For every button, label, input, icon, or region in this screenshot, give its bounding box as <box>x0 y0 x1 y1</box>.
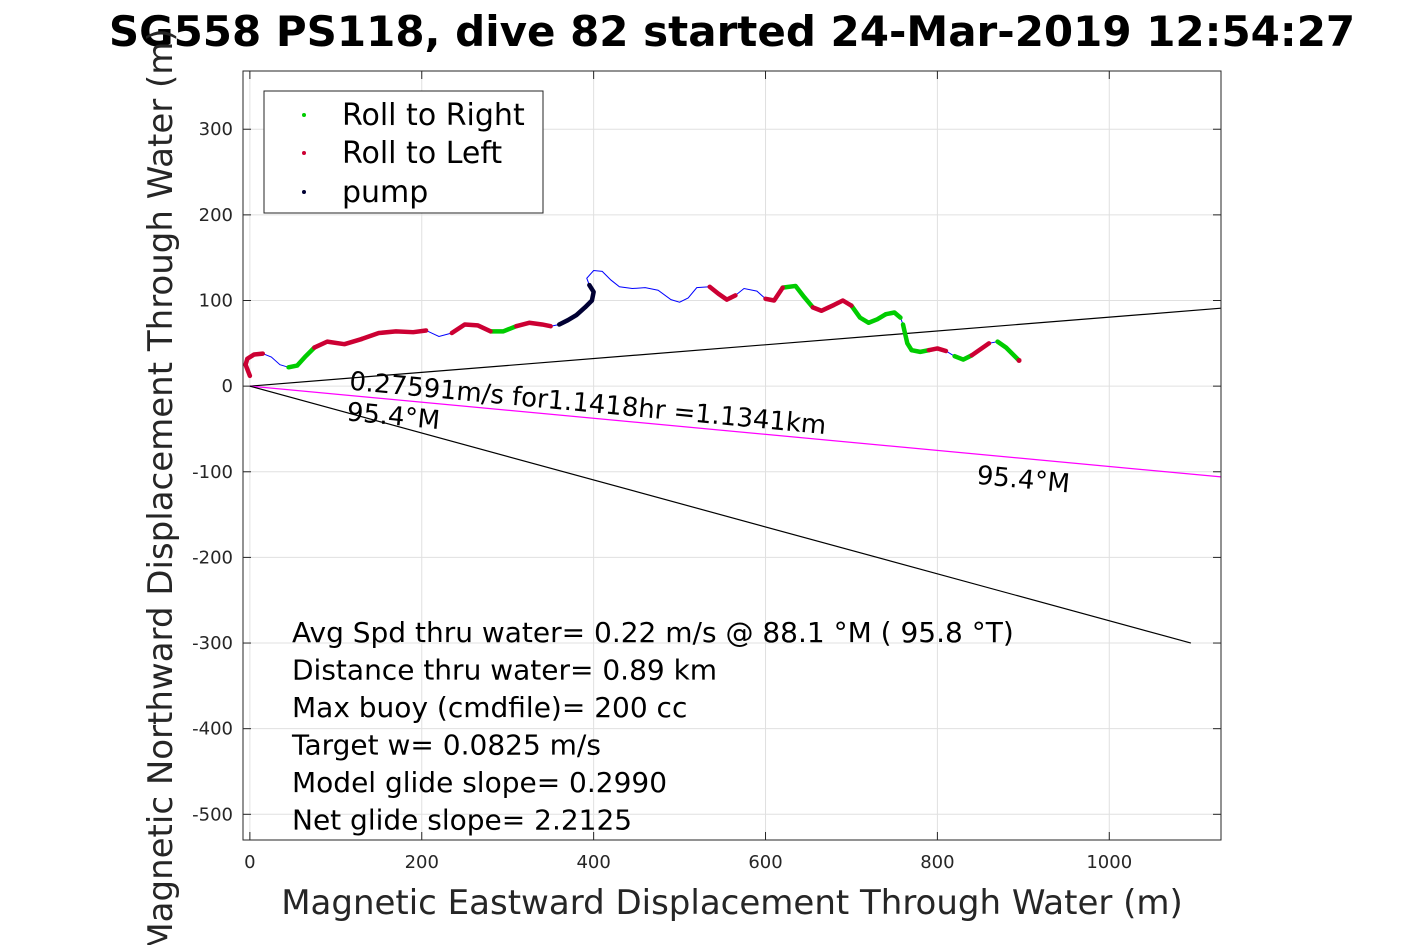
chart-title: SG558 PS118, dive 82 started 24-Mar-2019… <box>109 7 1355 56</box>
y-axis-label: Magnetic Northward Displacement Through … <box>141 28 181 945</box>
track <box>243 270 1022 379</box>
y-tick-label: -100 <box>192 462 233 483</box>
roll-right-series <box>900 322 914 353</box>
y-tick-label: 100 <box>199 291 233 312</box>
plot-frame <box>242 70 1222 841</box>
x-tick-label: 600 <box>748 852 782 873</box>
y-tick-label: 0 <box>222 376 233 397</box>
reference-lines <box>249 307 1222 644</box>
x-tick-label: 400 <box>576 852 610 873</box>
stat-line: Avg Spd thru water= 0.22 m/s @ 88.1 °M (… <box>292 616 1014 649</box>
track-end-point <box>1016 357 1022 363</box>
roll-left-series <box>926 346 949 354</box>
roll-right-series <box>286 345 317 370</box>
x-tick-label: 800 <box>920 852 954 873</box>
line-bearing-upper <box>249 307 1222 387</box>
roll-right-series <box>849 303 889 326</box>
stat-line: Net glide slope= 2.2125 <box>292 804 632 837</box>
legend-marker-roll-right <box>302 113 306 117</box>
stat-line: Max buoy (cmdfile)= 200 cc <box>292 691 687 724</box>
roll-right-series <box>995 339 1022 363</box>
roll-right-series <box>883 310 903 320</box>
ticks: 0 200 400 600 800 10003002001000-100-200-300-… <box>192 71 1221 873</box>
roll-left-series <box>243 351 266 379</box>
line-current <box>249 385 1222 478</box>
stat-line: Distance thru water= 0.89 km <box>292 654 717 687</box>
x-axis-label: Magnetic Eastward Displacement Through W… <box>281 883 1183 923</box>
roll-left-series <box>359 328 429 342</box>
x-tick-label: 0 <box>244 852 255 873</box>
x-tick-label: 200 <box>405 852 439 873</box>
legend-marker-roll-left <box>302 151 306 155</box>
roll-right-series <box>780 283 816 310</box>
pump-series <box>557 282 596 327</box>
roll-left-series <box>763 285 785 303</box>
x-tick-label: 1000 <box>1086 852 1132 873</box>
stat-line: Model glide slope= 0.2990 <box>292 766 667 799</box>
y-tick-label: 200 <box>199 205 233 226</box>
roll-left-series <box>969 341 992 358</box>
roll-right-series <box>488 323 519 334</box>
roll-left-series <box>514 320 553 329</box>
legend-label-roll-left: Roll to Left <box>342 136 502 171</box>
roll-right-series <box>909 347 932 355</box>
legend-marker-pump <box>302 190 306 194</box>
roll-left-series <box>312 336 364 350</box>
roll-left-series <box>810 298 854 314</box>
y-tick-label: -400 <box>192 719 233 740</box>
legend-box <box>263 90 544 214</box>
roll-right-series <box>952 353 975 362</box>
y-tick-label: -300 <box>192 633 233 654</box>
y-tick-label: 300 <box>199 119 233 140</box>
legend: Roll to Right Roll to Left pump <box>263 90 544 214</box>
roll-left-series <box>707 284 738 302</box>
line-bearing-lower <box>249 385 1192 644</box>
legend-label-roll-right: Roll to Right <box>342 98 525 133</box>
grid <box>243 71 1221 840</box>
stats-block: Avg Spd thru water= 0.22 m/s @ 88.1 °M (… <box>291 616 1014 837</box>
roll-left-series <box>449 322 493 336</box>
y-tick-label: -500 <box>192 804 233 825</box>
legend-label-pump: pump <box>342 175 428 210</box>
y-tick-label: -200 <box>192 547 233 568</box>
stat-line: Target w= 0.0825 m/s <box>291 729 601 762</box>
